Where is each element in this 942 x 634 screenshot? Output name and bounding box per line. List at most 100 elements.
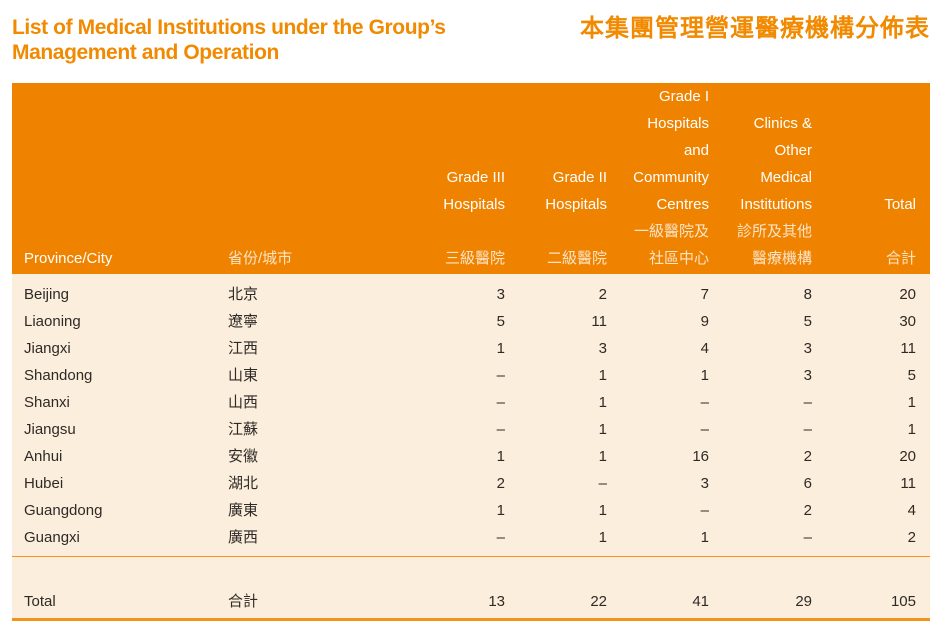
- table-row: Guangxi 廣西 – 1 1 – 2: [12, 524, 916, 551]
- cell-grade-ii-hospitals: –: [598, 475, 607, 492]
- column-header-line: Other: [774, 142, 812, 159]
- column-header-line: Hospitals: [647, 115, 709, 132]
- cell-grade-ii-hospitals: 2: [598, 286, 607, 303]
- cell-province-zh: 江蘇: [228, 421, 259, 438]
- cell-grade-i-hospitals-community-centres: 4: [700, 340, 709, 357]
- cell-grade-iii-hospitals: –: [496, 421, 505, 438]
- cell-grade-i-hospitals-community-centres: 16: [692, 448, 709, 465]
- column-header-line: Hospitals: [443, 196, 505, 213]
- cell-grade-i-hospitals-community-centres: 1: [700, 529, 709, 546]
- cell-clinics-other-medical-institutions: 6: [803, 475, 812, 492]
- cell-grade-iii-hospitals: 2: [496, 475, 505, 492]
- cell-grade-ii-hospitals: 1: [598, 529, 607, 546]
- column-header-province-city-en: Province/City: [12, 83, 216, 278]
- column-header-line: Grade II: [552, 169, 607, 186]
- cell-grade-ii-hospitals: 11: [591, 313, 607, 330]
- cell-total: 2: [907, 529, 916, 546]
- column-header-line: 醫療機構: [751, 250, 812, 267]
- cell-total: 11: [900, 475, 916, 492]
- column-header-line: Grade I: [658, 88, 709, 105]
- column-header-line: [505, 218, 607, 245]
- cell-province-zh: 遼寧: [228, 313, 259, 330]
- cell-grade-i-hospitals-community-centres: –: [700, 502, 709, 519]
- cell-total: 11: [900, 340, 916, 357]
- cell-grade-iii-hospitals: –: [496, 367, 505, 384]
- column-header-line: Centres: [656, 196, 709, 213]
- cell-clinics-other-medical-institutions: –: [803, 529, 812, 546]
- cell-grade-iii-hospitals: 13: [488, 593, 505, 610]
- cell-province-zh: 廣西: [228, 529, 259, 546]
- cell-province-zh: 安徽: [228, 448, 259, 465]
- cell-province-en: Shanxi: [24, 394, 70, 411]
- column-header-line: Institutions: [740, 196, 812, 213]
- page-title-english: List of Medical Institutions under the G…: [12, 15, 446, 65]
- cell-province-zh: 湖北: [228, 475, 259, 492]
- table-row: Hubei 湖北 2 – 3 6 11: [12, 470, 916, 497]
- medical-institutions-table: Province/City 省份/城市 Grade III Hospitals 三級醫院…: [12, 83, 930, 621]
- cell-total: 105: [890, 593, 916, 610]
- cell-province-zh: 江西: [228, 340, 259, 357]
- column-header-line: Clinics &: [753, 115, 812, 132]
- cell-grade-iii-hospitals: –: [496, 529, 505, 546]
- table-header-row: Province/City 省份/城市 Grade III Hospitals 三級醫院…: [12, 83, 930, 274]
- cell-total: 20: [899, 448, 916, 465]
- cell-total: 5: [907, 367, 916, 384]
- cell-grade-ii-hospitals: 1: [598, 394, 607, 411]
- table-row: Shandong 山東 – 1 1 3 5: [12, 362, 916, 389]
- cell-province-zh: 廣東: [228, 502, 259, 519]
- cell-province-zh: 北京: [228, 286, 259, 303]
- column-header-line: and: [683, 142, 709, 159]
- column-header-line: 三級醫院: [444, 250, 505, 267]
- cell-province-zh: 山東: [228, 367, 259, 384]
- column-header-clinics-other-medical-institutions: Clinics & Other Medical Institutions 診所及其他醫療…: [709, 83, 812, 278]
- cell-grade-i-hospitals-community-centres: 3: [700, 475, 709, 492]
- cell-grade-ii-hospitals: 1: [598, 367, 607, 384]
- cell-grade-iii-hospitals: 1: [496, 448, 505, 465]
- column-header-line: Hospitals: [545, 196, 607, 213]
- cell-province-en: Guangxi: [24, 529, 80, 546]
- cell-grade-i-hospitals-community-centres: –: [700, 394, 709, 411]
- cell-grade-i-hospitals-community-centres: –: [700, 421, 709, 438]
- page-title-english-line2: Management and Operation: [12, 41, 279, 64]
- column-header-line: Province/City: [24, 250, 113, 267]
- cell-grade-i-hospitals-community-centres: 1: [700, 367, 709, 384]
- cell-grade-ii-hospitals: 3: [598, 340, 607, 357]
- column-header-line: 合計: [885, 250, 916, 267]
- column-header-grade-i-hospitals-community-centres: Grade I Hospitals and Community Centres 一級醫院及…: [607, 83, 709, 278]
- cell-grade-ii-hospitals: 1: [598, 448, 607, 465]
- cell-clinics-other-medical-institutions: 3: [803, 367, 812, 384]
- table-row: Beijing 北京 3 2 7 8 20: [12, 281, 916, 308]
- cell-clinics-other-medical-institutions: 2: [803, 502, 812, 519]
- column-header-line: 省份/城市: [228, 250, 293, 267]
- column-header-line: 社區中心: [648, 250, 709, 267]
- cell-grade-ii-hospitals: 1: [598, 421, 607, 438]
- cell-total: 20: [899, 286, 916, 303]
- column-header-total: Total 合計: [812, 83, 916, 278]
- table-total-section: Total 合計 13 22 41 29 105: [12, 557, 930, 621]
- cell-grade-iii-hospitals: 1: [496, 340, 505, 357]
- column-header-line: Community: [633, 169, 709, 186]
- column-header-line: Total: [884, 196, 916, 213]
- page-title-english-line1: List of Medical Institutions under the G…: [12, 16, 446, 39]
- column-header-grade-ii-hospitals: Grade II Hospitals 二級醫院: [505, 83, 607, 278]
- column-header-line: 二級醫院: [546, 250, 607, 267]
- cell-province-en: Jiangsu: [24, 421, 76, 438]
- cell-clinics-other-medical-institutions: 2: [803, 448, 812, 465]
- cell-province-zh: 山西: [228, 394, 259, 411]
- cell-grade-iii-hospitals: –: [496, 394, 505, 411]
- title-block: List of Medical Institutions under the G…: [0, 0, 942, 65]
- column-header-line: 診所及其他: [736, 223, 812, 240]
- cell-province-en: Guangdong: [24, 502, 103, 519]
- column-header-line: Medical: [760, 169, 812, 186]
- cell-grade-ii-hospitals: 1: [598, 502, 607, 519]
- cell-province-en: Liaoning: [24, 313, 81, 330]
- cell-grade-i-hospitals-community-centres: 41: [692, 593, 709, 610]
- cell-province-en: Jiangxi: [24, 340, 71, 357]
- cell-clinics-other-medical-institutions: 3: [803, 340, 812, 357]
- cell-province-zh: 合計: [228, 593, 259, 610]
- column-header-line: [403, 218, 505, 245]
- column-header-line: Grade III: [446, 169, 505, 186]
- cell-clinics-other-medical-institutions: 5: [803, 313, 812, 330]
- cell-grade-i-hospitals-community-centres: 9: [700, 313, 709, 330]
